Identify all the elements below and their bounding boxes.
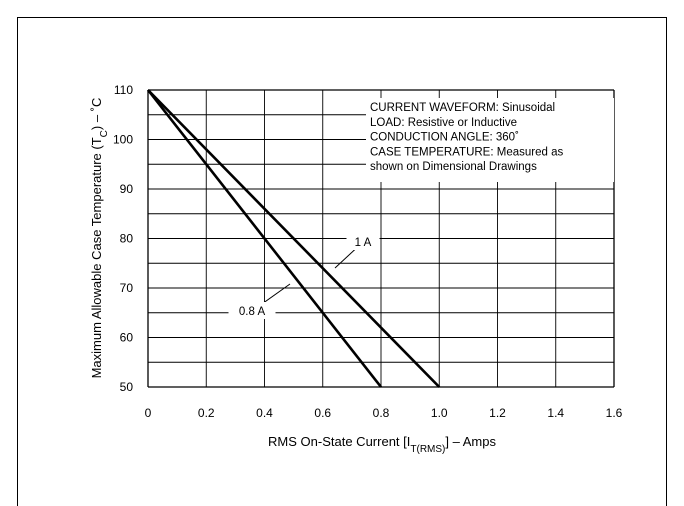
y-tick-label: 80 bbox=[120, 232, 134, 246]
y-tick-label: 50 bbox=[120, 380, 134, 394]
y-axis-label: Maximum Allowable Case Temperature (TC) … bbox=[89, 98, 110, 379]
y-tick-label: 90 bbox=[120, 182, 134, 196]
y-tick-label: 110 bbox=[114, 83, 133, 97]
note-line: LOAD: Resistive or Inductive bbox=[370, 117, 517, 129]
y-tick-label: 100 bbox=[113, 133, 133, 147]
x-tick-label: 0.4 bbox=[256, 406, 273, 420]
x-tick-label: 0.6 bbox=[314, 406, 331, 420]
x-tick-label: 1.2 bbox=[489, 406, 506, 420]
note-line: CURRENT WAVEFORM: Sinusoidal bbox=[370, 102, 555, 114]
notes-background bbox=[366, 98, 614, 182]
x-axis-label: RMS On-State Current [IT(RMS)] – Amps bbox=[268, 434, 496, 455]
x-tick-label: 0.8 bbox=[373, 406, 390, 420]
series-line bbox=[146, 89, 383, 388]
figure-frame bbox=[17, 17, 667, 506]
x-tick-label: 0 bbox=[145, 406, 152, 420]
callout-background bbox=[228, 302, 276, 319]
x-tick-label: 1.4 bbox=[547, 406, 564, 420]
callout-background bbox=[346, 233, 380, 250]
series-label: 1 A bbox=[355, 237, 372, 249]
note-line: CASE TEMPERATURE: Measured as bbox=[370, 146, 563, 158]
x-tick-label: 1.6 bbox=[606, 406, 623, 420]
series-line bbox=[147, 89, 441, 388]
y-tick-label: 60 bbox=[120, 331, 134, 345]
x-tick-label: 1.0 bbox=[431, 406, 448, 420]
series-label: 0.8 A bbox=[239, 306, 266, 318]
y-tick-label: 70 bbox=[120, 281, 134, 295]
series-group: 1 A 0.8 A bbox=[146, 89, 441, 388]
notes-box: CURRENT WAVEFORM: Sinusoidal LOAD: Resist… bbox=[366, 98, 614, 182]
note-line: shown on Dimensional Drawings bbox=[370, 161, 537, 173]
note-line: CONDUCTION ANGLE: 360˚ bbox=[370, 132, 519, 144]
tick-labels: 0 0.2 0.4 0.6 0.8 1.0 1.2 1.4 1.6 50 60 70 80 90 100 11… bbox=[113, 83, 623, 420]
x-tick-label: 0.2 bbox=[198, 406, 215, 420]
